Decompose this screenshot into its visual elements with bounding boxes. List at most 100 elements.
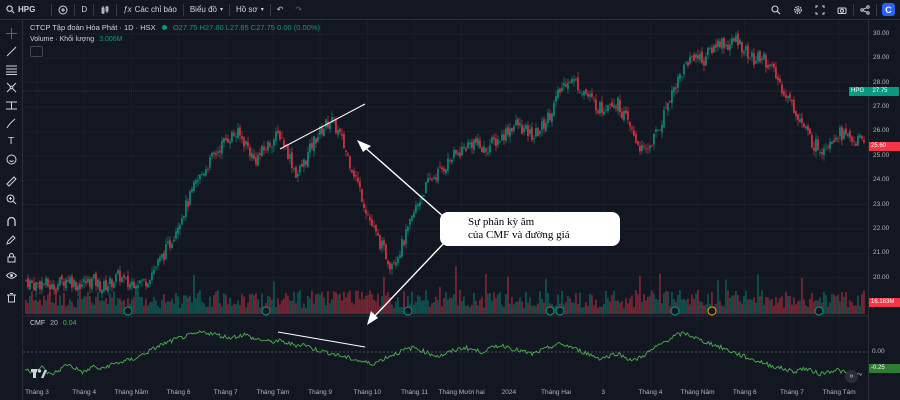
chart-type-button[interactable]: [94, 0, 116, 19]
volume-marker-value: 16.183M: [871, 299, 895, 305]
volume-bar: [423, 300, 425, 314]
chart-menu-button[interactable]: Biểu đồ ▾: [184, 0, 229, 19]
candle-body: [527, 125, 529, 137]
candle-body: [357, 177, 359, 182]
candle-body: [107, 286, 109, 292]
symbol-legend[interactable]: CTCP Tập đoàn Hòa Phát · 1D · HSX O27.75…: [30, 23, 320, 32]
volume-bar: [329, 303, 331, 314]
candle-body: [177, 227, 179, 234]
forecast-tool[interactable]: [3, 98, 19, 112]
volume-bar: [341, 300, 343, 314]
volume-bar: [303, 303, 305, 314]
volume-bar: [505, 293, 507, 314]
candle-body: [381, 240, 383, 249]
candle-body: [769, 64, 771, 66]
candle-body: [113, 282, 115, 288]
candle-body: [765, 55, 767, 68]
fullscreen-button[interactable]: [809, 0, 831, 19]
crosshair-tool[interactable]: [3, 26, 19, 40]
arrow-to-price: [360, 143, 446, 219]
candle-body: [577, 77, 579, 91]
cmf-legend[interactable]: CMF 20 0.04: [30, 320, 77, 327]
search-button[interactable]: [765, 0, 787, 19]
icon-tool[interactable]: [3, 152, 19, 166]
price-axis[interactable]: 30.00 29.00 28.00 27.00 26.00 25.00 24.00 23.00…: [868, 20, 900, 400]
share-button[interactable]: [854, 0, 876, 19]
candle-body: [229, 141, 231, 144]
magnet-tool[interactable]: [3, 214, 19, 228]
pattern-tool[interactable]: [3, 80, 19, 94]
volume-bar: [203, 303, 205, 314]
volume-bar: [215, 291, 217, 314]
lock-tool[interactable]: [3, 250, 19, 264]
volume-bar: [181, 303, 183, 314]
candle-body: [795, 111, 797, 117]
volume-bar: [411, 291, 413, 314]
indicators-button[interactable]: ƒx Các chỉ báo: [117, 0, 183, 19]
volume-bar: [507, 276, 509, 314]
volume-bar: [119, 298, 121, 314]
candle-body: [537, 128, 539, 137]
candle-body: [253, 154, 255, 159]
measure-tool[interactable]: [3, 174, 19, 188]
volume-legend[interactable]: Volume · Khối lượng 3.006M: [30, 36, 122, 43]
settings-button[interactable]: [787, 0, 809, 19]
brush-tool[interactable]: [3, 116, 19, 130]
volume-bar: [347, 292, 349, 314]
volume-bar: [653, 293, 655, 314]
compare-button[interactable]: [52, 0, 74, 19]
volume-bar: [147, 305, 149, 314]
fib-tool[interactable]: [3, 62, 19, 76]
candle-body: [533, 137, 535, 140]
candle-body: [679, 74, 681, 80]
snapshot-button[interactable]: [831, 0, 853, 19]
text-icon: T: [7, 135, 15, 147]
candle-body: [521, 124, 523, 134]
volume-bar: [403, 291, 405, 314]
lock-drawings-tool[interactable]: [3, 232, 19, 246]
candle-body: [247, 141, 249, 147]
scroll-to-realtime-button[interactable]: »: [845, 370, 858, 383]
candle-body: [327, 121, 329, 128]
candle-body: [511, 127, 513, 132]
candle-body: [239, 127, 241, 136]
candle-body: [61, 275, 63, 280]
visibility-tool[interactable]: [3, 268, 19, 282]
candle-body: [823, 148, 825, 156]
time-axis[interactable]: Tháng 3 Tháng 4 Tháng Năm Tháng 6 Tháng 7 Thá…: [23, 388, 868, 400]
volume-bar: [245, 307, 247, 314]
volume-bar: [365, 296, 367, 314]
text-tool[interactable]: T: [3, 134, 19, 148]
candle-body: [211, 153, 213, 157]
candle-body: [359, 181, 361, 188]
candle-body: [775, 67, 777, 79]
candle-body: [763, 53, 765, 60]
candle-body: [143, 279, 145, 281]
candle-body: [805, 126, 807, 129]
interval-button[interactable]: D: [81, 5, 88, 14]
volume-bar: [431, 303, 433, 314]
trendline-tool[interactable]: [3, 44, 19, 58]
brand-logo-icon[interactable]: C: [882, 3, 895, 16]
candle-body: [325, 119, 327, 128]
undo-button[interactable]: ↶: [271, 0, 290, 19]
candle-body: [815, 139, 817, 152]
volume-bar: [741, 303, 743, 314]
divergence-callout: Sự phân kỳ âm của CMF và đường giá: [440, 212, 620, 246]
last-price-value: 27.75: [872, 88, 888, 94]
collapse-legend-button[interactable]: [30, 46, 43, 57]
symbol-search[interactable]: HPG: [0, 0, 41, 19]
redo-button[interactable]: ↷: [289, 0, 308, 19]
volume-bar: [163, 294, 165, 314]
volume-bar: [539, 291, 541, 314]
candle-body: [399, 255, 401, 259]
zoom-tool[interactable]: [3, 192, 19, 206]
price-chart[interactable]: [23, 20, 868, 388]
candle-body: [77, 285, 79, 291]
volume-bar: [623, 307, 625, 314]
candle-body: [363, 203, 365, 209]
profile-button[interactable]: Hồ sơ ▾: [230, 0, 270, 19]
remove-drawings-tool[interactable]: [3, 290, 19, 304]
candle-body: [391, 264, 393, 270]
volume-bar: [547, 292, 549, 314]
